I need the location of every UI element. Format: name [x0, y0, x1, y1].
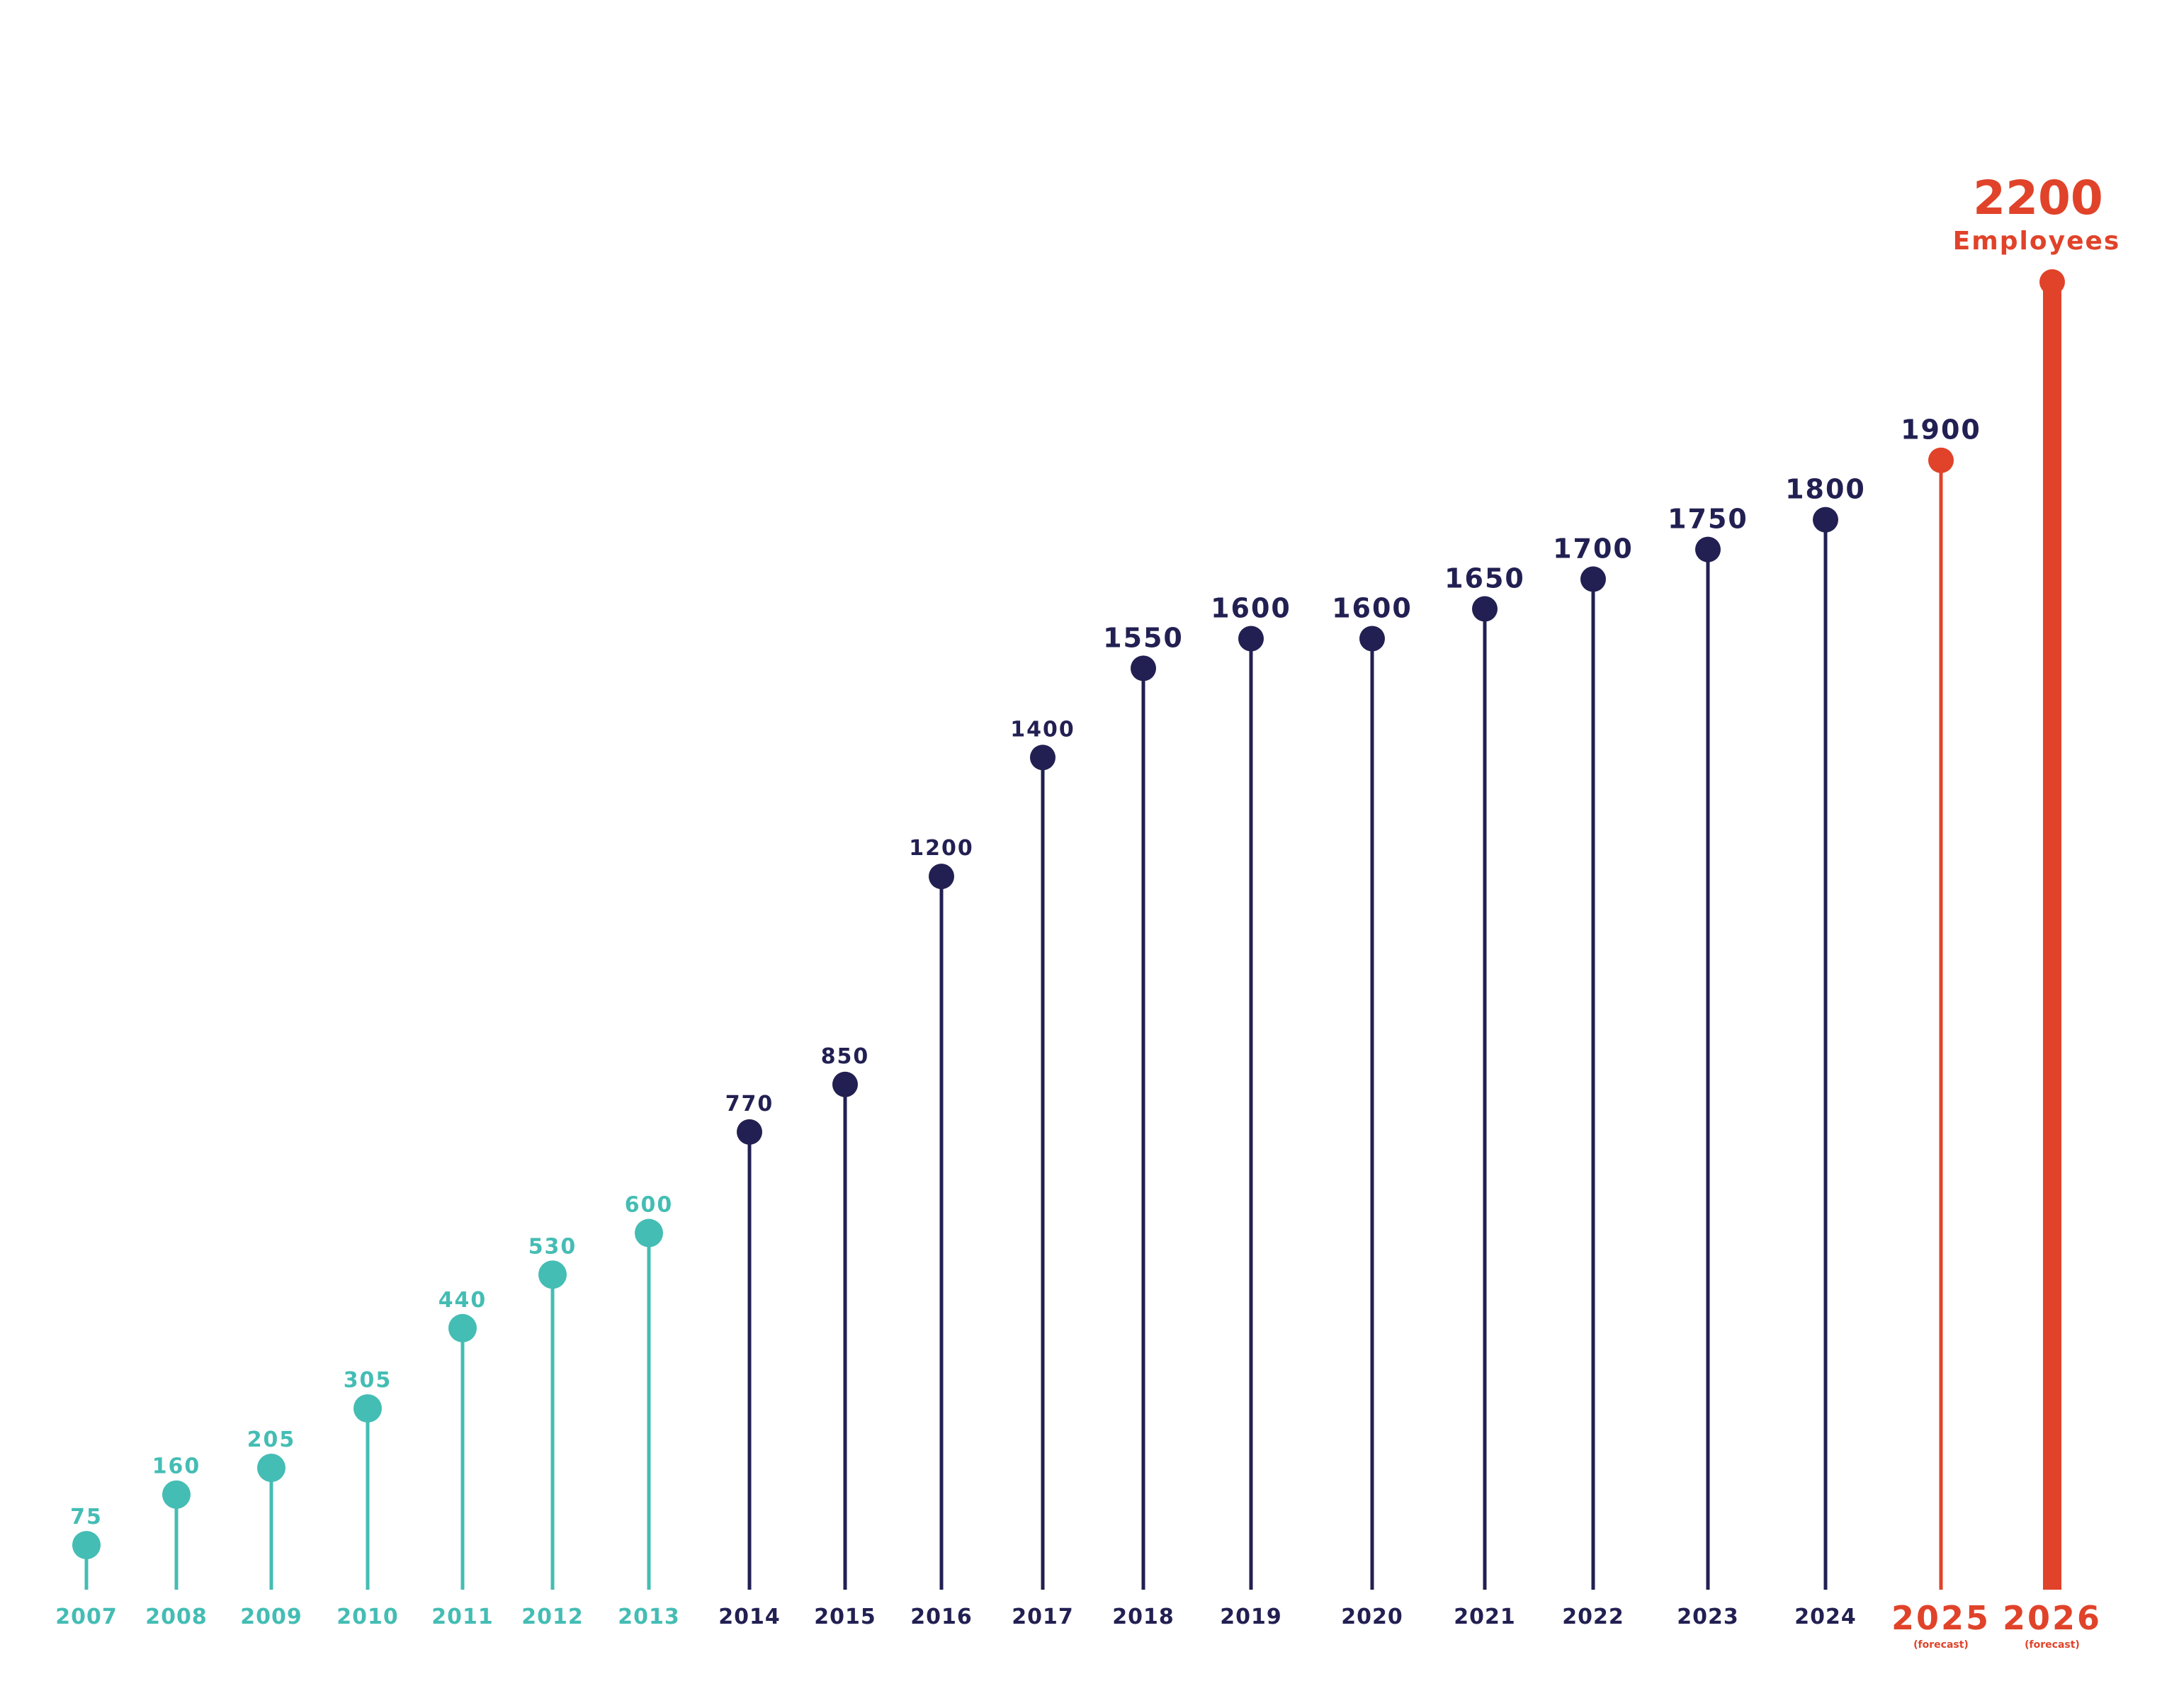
value-label-2017: 1400 — [1010, 717, 1075, 742]
value-label-2007: 75 — [70, 1505, 103, 1529]
point-2016 — [929, 864, 954, 890]
x-tick-label-2007: 2007 — [55, 1605, 118, 1629]
value-label-2018: 1550 — [1103, 622, 1184, 653]
x-tick-label-2022: 2022 — [1562, 1605, 1624, 1629]
value-label-2010: 305 — [344, 1368, 392, 1393]
forecast-note-2026: (forecast) — [2025, 1639, 2080, 1651]
value-label-2015: 850 — [821, 1044, 870, 1069]
x-tick-label-2012: 2012 — [521, 1605, 584, 1629]
x-tick-label-2023: 2023 — [1677, 1605, 1739, 1629]
point-2020 — [1359, 626, 1385, 652]
x-tick-label-2015: 2015 — [814, 1605, 876, 1629]
value-label-2024: 1800 — [1785, 474, 1866, 505]
value-label-2016: 1200 — [909, 836, 974, 861]
x-tick-label-2016: 2016 — [910, 1605, 973, 1629]
x-tick-label-2009: 2009 — [240, 1605, 302, 1629]
x-tick-label-2013: 2013 — [618, 1605, 680, 1629]
point-2021 — [1472, 596, 1498, 622]
highlight-unit-label: Employees — [1953, 227, 2121, 256]
value-label-2012: 530 — [528, 1234, 577, 1259]
forecast-note-2025: (forecast) — [1913, 1639, 1969, 1651]
x-tick-label-2008: 2008 — [145, 1605, 208, 1629]
point-2009 — [257, 1453, 285, 1482]
x-tick-label-2024: 2024 — [1794, 1605, 1857, 1629]
value-label-2025: 1900 — [1901, 414, 1981, 446]
x-tick-label-2019: 2019 — [1220, 1605, 1282, 1629]
point-2025 — [1928, 447, 1954, 473]
point-2022 — [1580, 566, 1606, 592]
point-2015 — [832, 1071, 858, 1097]
value-label-2020: 1600 — [1332, 592, 1413, 623]
x-tick-label-2018: 2018 — [1112, 1605, 1175, 1629]
point-2011 — [448, 1313, 477, 1342]
point-2026 — [2039, 269, 2065, 295]
point-2019 — [1238, 626, 1264, 652]
point-2018 — [1131, 655, 1156, 681]
value-label-2019: 1600 — [1211, 592, 1291, 623]
value-label-2014: 770 — [725, 1092, 774, 1116]
value-label-2008: 160 — [152, 1454, 201, 1479]
value-label-2011: 440 — [438, 1288, 487, 1313]
point-2024 — [1813, 507, 1838, 533]
value-label-2022: 1700 — [1553, 533, 1634, 565]
point-2012 — [538, 1260, 567, 1289]
point-2008 — [162, 1480, 191, 1509]
x-tick-label-2026: 2026 — [2003, 1599, 2102, 1637]
point-2014 — [737, 1119, 762, 1145]
x-tick-label-2014: 2014 — [718, 1605, 781, 1629]
point-2013 — [635, 1218, 663, 1248]
x-tick-label-2020: 2020 — [1341, 1605, 1403, 1629]
point-2023 — [1695, 536, 1721, 562]
x-tick-label-2011: 2011 — [431, 1605, 494, 1629]
value-label-2026: 2200 — [1973, 171, 2103, 225]
point-2017 — [1030, 745, 1055, 771]
point-2007 — [72, 1531, 101, 1560]
value-label-2013: 600 — [625, 1193, 674, 1218]
point-2010 — [353, 1394, 382, 1423]
value-label-2021: 1650 — [1444, 563, 1525, 594]
value-label-2009: 205 — [247, 1427, 296, 1452]
x-tick-label-2021: 2021 — [1454, 1605, 1516, 1629]
x-tick-label-2025: 2025 — [1891, 1599, 1991, 1637]
x-tick-label-2010: 2010 — [336, 1605, 399, 1629]
x-tick-label-2017: 2017 — [1012, 1605, 1074, 1629]
value-label-2023: 1750 — [1668, 504, 1748, 535]
